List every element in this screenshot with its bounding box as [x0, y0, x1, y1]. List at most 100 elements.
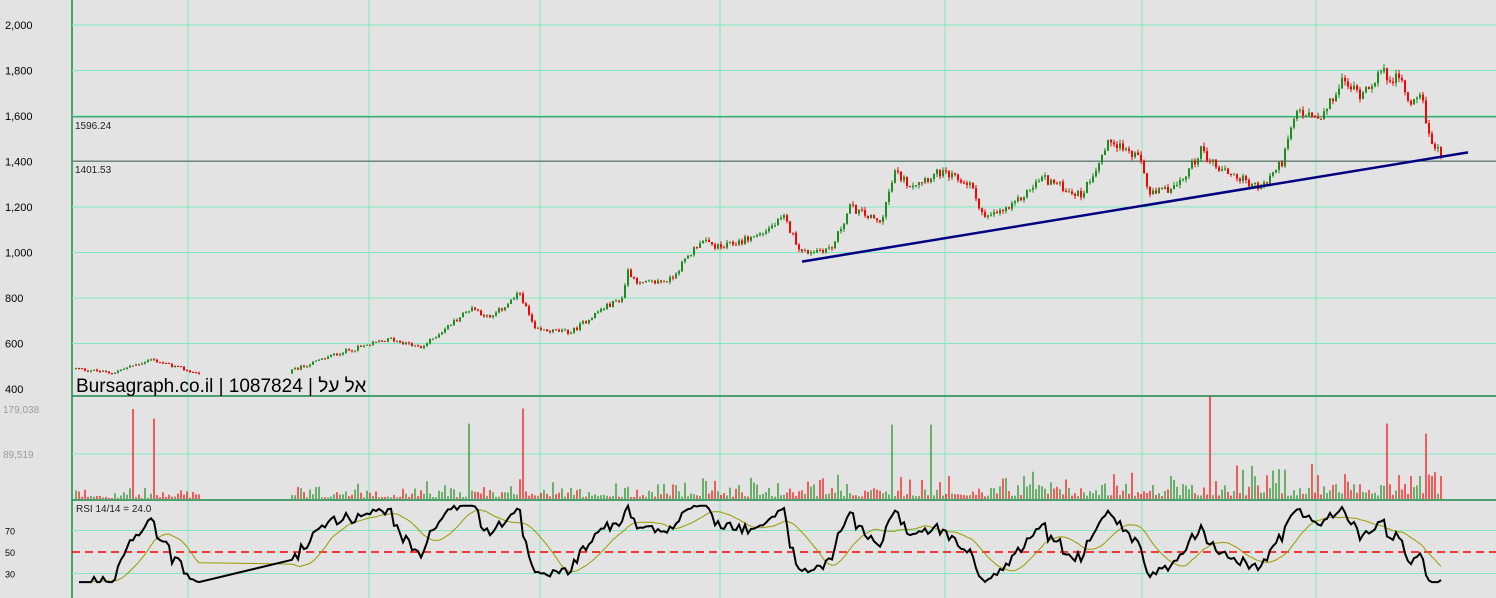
candle-down — [972, 182, 974, 189]
candle-up — [771, 225, 773, 229]
candle-up — [435, 337, 437, 339]
candle-up — [813, 252, 815, 254]
candle-down — [108, 371, 110, 374]
candle-down — [474, 307, 476, 310]
candle-up — [1164, 186, 1166, 190]
candle-up — [759, 233, 761, 236]
candle-up — [912, 185, 914, 188]
candle-up — [1188, 168, 1190, 177]
candle-down — [1062, 181, 1064, 191]
candle-down — [111, 373, 113, 375]
candle-down — [732, 241, 734, 245]
candle-up — [1182, 179, 1184, 181]
candle-down — [747, 236, 749, 241]
candle-down — [408, 342, 410, 344]
candle-up — [738, 240, 740, 245]
candle-up — [1059, 181, 1061, 184]
candle-down — [183, 366, 185, 371]
candle-up — [924, 178, 926, 183]
candle-up — [624, 285, 626, 298]
candle-down — [1131, 150, 1133, 158]
candle-down — [711, 242, 713, 245]
candle-up — [306, 366, 308, 368]
candle-up — [783, 215, 785, 218]
candle-up — [1212, 159, 1214, 163]
candle-down — [1128, 148, 1130, 151]
candle-up — [894, 170, 896, 183]
candle-up — [828, 247, 830, 249]
candle-down — [801, 249, 803, 252]
candle-up — [471, 307, 473, 312]
candle-down — [1161, 188, 1163, 190]
candle-up — [144, 362, 146, 364]
candle-down — [873, 214, 875, 219]
candle-down — [1386, 68, 1388, 81]
candle-down — [957, 174, 959, 181]
candle-up — [762, 233, 764, 235]
candle-up — [1272, 172, 1274, 176]
candle-up — [1263, 182, 1265, 187]
candle-up — [366, 344, 368, 346]
candle-down — [708, 239, 710, 243]
candle-up — [1068, 191, 1070, 193]
candle-up — [810, 252, 812, 254]
candle-up — [777, 219, 779, 226]
candle-up — [1023, 197, 1025, 201]
candle-down — [864, 210, 866, 216]
candle-up — [645, 280, 647, 283]
candle-up — [174, 365, 176, 368]
candle-up — [663, 281, 665, 283]
candle-down — [1266, 182, 1268, 184]
candle-down — [1053, 179, 1055, 184]
candle-up — [423, 346, 425, 348]
candle-down — [1434, 143, 1436, 149]
candle-down — [1122, 143, 1124, 150]
candle-up — [1095, 170, 1097, 177]
candle-up — [426, 343, 428, 347]
candle-down — [1281, 162, 1283, 167]
candle-up — [1260, 186, 1262, 190]
candle-down — [576, 327, 578, 330]
candle-down — [1218, 167, 1220, 171]
candle-up — [840, 229, 842, 232]
candle-down — [822, 250, 824, 253]
candle-up — [729, 241, 731, 243]
candle-up — [612, 300, 614, 307]
candle-up — [1029, 189, 1031, 191]
candle-up — [378, 340, 380, 343]
candle-down — [666, 281, 668, 283]
trendline-line — [801, 151, 1469, 263]
axis-labels: 400 600 800 1,000 1,200 1,400 1,600 1,800 2,000 1… — [3, 20, 40, 580]
candle-up — [75, 368, 77, 370]
candle-down — [1116, 144, 1118, 149]
candle-up — [1269, 175, 1271, 184]
candle-up — [699, 243, 701, 248]
level-label: 1401.53 — [75, 165, 112, 176]
candle-down — [156, 359, 158, 363]
candle-down — [1230, 173, 1232, 176]
candle-up — [468, 311, 470, 313]
candle-down — [897, 170, 899, 172]
candle-up — [1191, 160, 1193, 169]
price-tick-label: 2,000 — [5, 20, 33, 32]
candle-down — [1239, 178, 1241, 181]
candle-up — [492, 315, 494, 318]
candle-up — [588, 319, 590, 324]
candle-down — [633, 277, 635, 279]
candle-down — [741, 240, 743, 244]
candle-down — [165, 362, 167, 364]
candle-down — [1215, 159, 1217, 168]
candle-down — [1206, 151, 1208, 161]
candle-down — [489, 314, 491, 318]
candle-down — [609, 303, 611, 307]
rsi-line — [79, 503, 1442, 584]
candle-up — [648, 280, 650, 282]
candle-up — [573, 327, 575, 333]
candle-down — [420, 346, 422, 348]
candle-down — [1440, 147, 1442, 158]
candle-up — [114, 372, 116, 374]
candle-up — [1170, 188, 1172, 193]
candle-up — [387, 338, 389, 342]
